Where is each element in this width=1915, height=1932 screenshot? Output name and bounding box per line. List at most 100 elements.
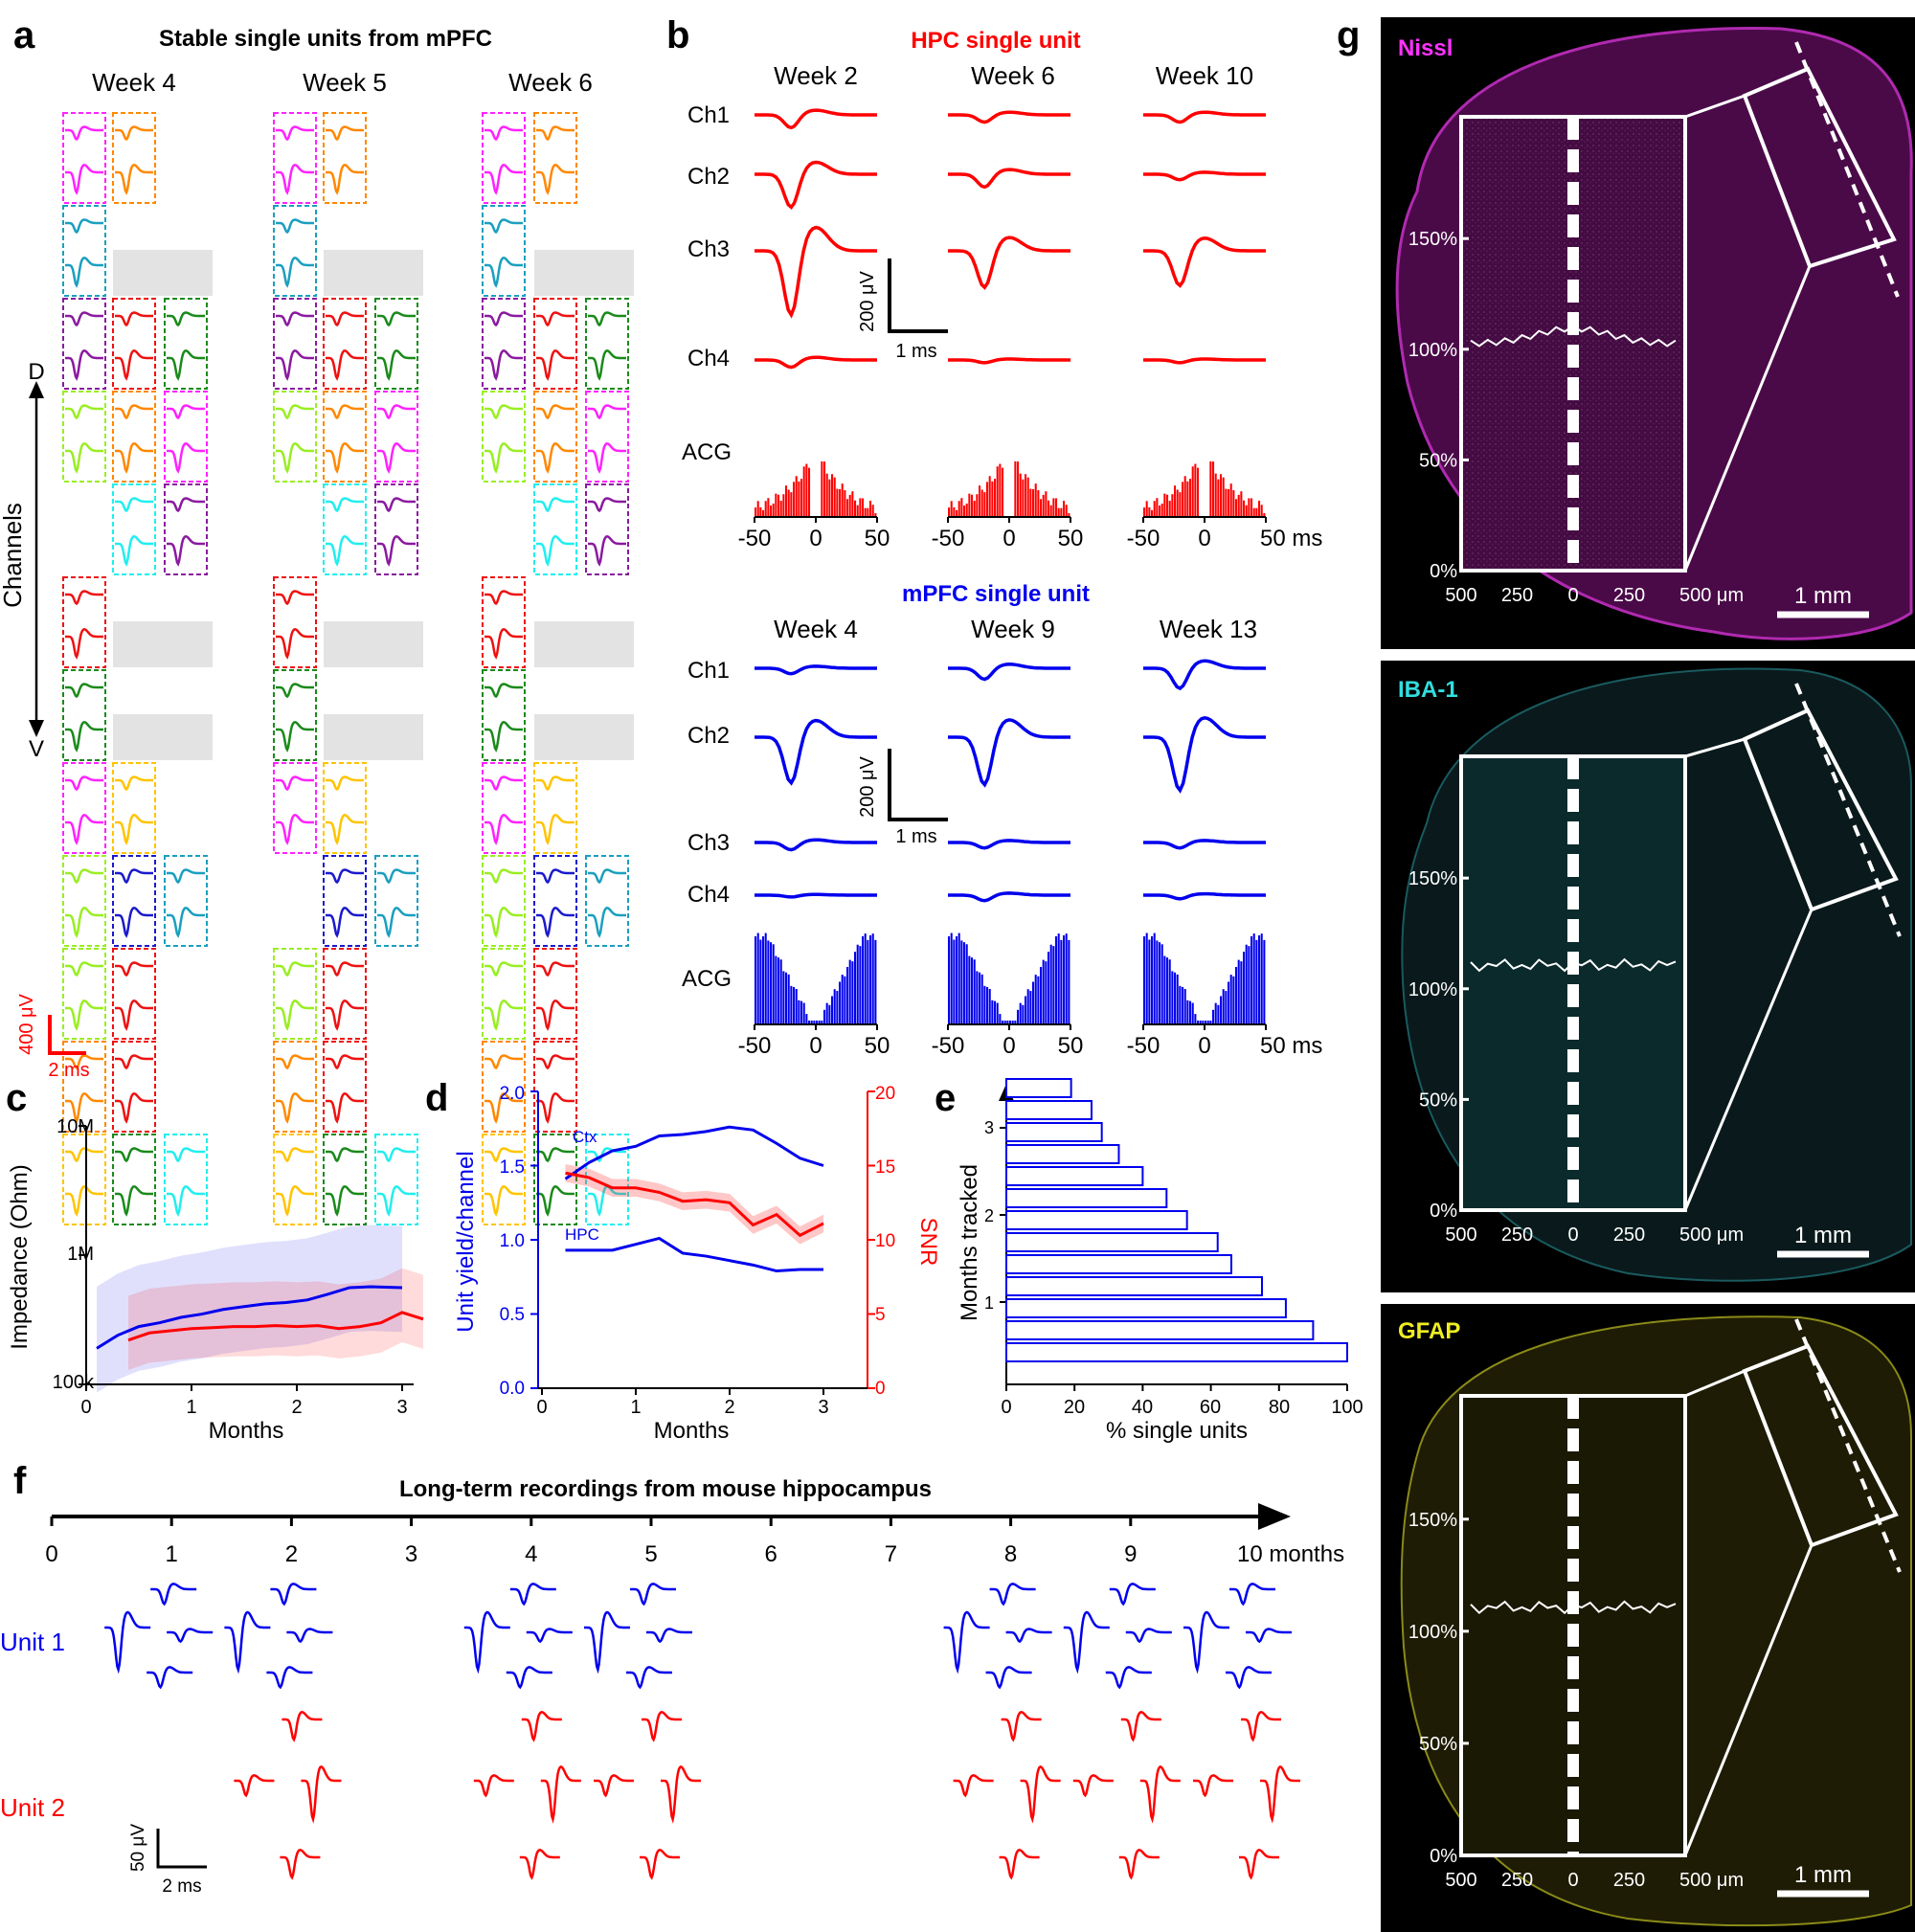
d-ytick-r-10: 10 bbox=[875, 1231, 895, 1251]
acg-bar bbox=[1049, 505, 1052, 517]
d-series-line bbox=[565, 1171, 824, 1238]
acg-bar bbox=[810, 1021, 813, 1024]
unit-waveform-top bbox=[484, 218, 523, 235]
acg-bar bbox=[960, 498, 963, 517]
mpfc-week-1: Week 4 bbox=[774, 615, 858, 643]
acg-bar bbox=[1052, 498, 1055, 517]
unit-waveform-top bbox=[276, 775, 314, 792]
acg-bar bbox=[864, 933, 867, 1024]
unit1-waveform bbox=[1183, 1610, 1229, 1674]
unit-box bbox=[533, 112, 577, 204]
unit2-waveform bbox=[280, 1849, 321, 1880]
acg-bar bbox=[821, 1021, 823, 1024]
acg-bar bbox=[839, 488, 842, 517]
acg-bar bbox=[1189, 479, 1192, 517]
unit1-waveform bbox=[526, 1628, 573, 1644]
hpc-title: HPC single unit bbox=[911, 28, 1080, 54]
unit-box bbox=[62, 298, 106, 390]
acg-bar bbox=[848, 494, 851, 517]
timeline-tick-label: 4 bbox=[525, 1541, 537, 1567]
unit-waveform-top bbox=[167, 1147, 205, 1163]
acg-bar bbox=[1220, 474, 1223, 517]
acg-bar bbox=[1176, 974, 1179, 1024]
unit-box bbox=[62, 205, 106, 297]
unit1-waveform bbox=[146, 1666, 193, 1690]
hpc-scale-y: 200 μV bbox=[857, 270, 878, 331]
unit2-waveform bbox=[640, 1849, 680, 1880]
acg-bar bbox=[1235, 967, 1238, 1024]
unit-waveform-top bbox=[326, 497, 364, 513]
acg-bar bbox=[821, 461, 823, 517]
acg-bar bbox=[787, 489, 790, 517]
acg-bar bbox=[854, 500, 857, 517]
inset-ytick-label: 100% bbox=[1408, 979, 1457, 1000]
d-label-ctx: Ctx bbox=[573, 1128, 597, 1146]
unit-waveform-bottom bbox=[167, 907, 205, 938]
acg-bar bbox=[1243, 952, 1246, 1024]
acg-bar bbox=[1263, 939, 1266, 1024]
ch-waveform bbox=[1143, 170, 1266, 182]
acg-bar bbox=[1151, 935, 1154, 1024]
inset-xtick-label: 500 μm bbox=[1679, 1224, 1744, 1246]
unit-waveform-top bbox=[115, 1054, 153, 1070]
acg-bar bbox=[772, 504, 775, 517]
unit1-waveform bbox=[584, 1610, 630, 1674]
unit-box bbox=[585, 855, 629, 947]
acg-bar bbox=[874, 939, 877, 1024]
acg-bar bbox=[1049, 944, 1052, 1024]
unit2-waveform bbox=[1020, 1765, 1061, 1824]
acg-bar bbox=[1255, 939, 1258, 1024]
unit-box bbox=[62, 669, 106, 761]
acg-bar bbox=[973, 959, 976, 1024]
acg-bar bbox=[823, 1009, 826, 1024]
unit-waveform-bottom bbox=[536, 164, 574, 195]
unit-waveform-bottom bbox=[588, 442, 626, 474]
empty-channel-shade bbox=[534, 250, 634, 296]
d-xlabel: Months bbox=[654, 1418, 730, 1444]
acg-bar bbox=[979, 485, 981, 517]
acg-bar bbox=[856, 944, 859, 1024]
acg-bar bbox=[836, 991, 839, 1024]
ch-waveform bbox=[948, 357, 1070, 365]
acg-bar bbox=[1243, 500, 1246, 517]
unit-waveform-top bbox=[276, 961, 314, 977]
unit-waveform-bottom bbox=[115, 535, 153, 567]
mpfc-ch3-label: Ch3 bbox=[687, 830, 730, 856]
unit-box bbox=[323, 1041, 367, 1133]
unit2-waveform bbox=[953, 1774, 994, 1798]
acg-tick-label: 50 bbox=[865, 526, 890, 551]
unit2-waveform bbox=[473, 1774, 514, 1798]
unit2-waveform bbox=[1001, 1711, 1042, 1742]
acg-bar bbox=[782, 971, 785, 1024]
e-xlabel: % single units bbox=[1106, 1418, 1248, 1444]
c-ytick-1m: 1M bbox=[67, 1244, 94, 1265]
hpc-ch3-label: Ch3 bbox=[687, 236, 730, 262]
unit-box bbox=[323, 762, 367, 854]
acg-bar bbox=[805, 463, 808, 517]
unit1-waveform bbox=[1226, 1666, 1272, 1690]
acg-bar bbox=[1048, 952, 1050, 1024]
acg-bar bbox=[871, 933, 874, 1024]
unit-waveform-top bbox=[536, 775, 574, 792]
acg-bar bbox=[1206, 1021, 1209, 1024]
unit-waveform-top bbox=[484, 311, 523, 327]
d-ytick-r-20: 20 bbox=[875, 1084, 895, 1104]
acg-bar bbox=[1260, 933, 1263, 1024]
unit-waveform-bottom bbox=[65, 628, 103, 660]
unit-waveform-top bbox=[167, 311, 205, 327]
c-series-line bbox=[127, 1311, 424, 1342]
empty-channel-shade bbox=[534, 621, 634, 667]
unit2-waveform bbox=[999, 1849, 1040, 1880]
unit-box bbox=[374, 1134, 418, 1225]
probe-line bbox=[1794, 1318, 1902, 1573]
acg-bar bbox=[1235, 499, 1238, 517]
empty-channel-shade bbox=[534, 714, 634, 760]
unit-waveform-top bbox=[484, 1054, 523, 1070]
acg-bar bbox=[793, 482, 796, 517]
acg-bar bbox=[833, 477, 836, 517]
acg-bar bbox=[1214, 1002, 1217, 1024]
mpfc-ch1-label: Ch1 bbox=[687, 658, 730, 684]
acg-bar bbox=[854, 952, 857, 1024]
empty-channel-shade bbox=[113, 714, 213, 760]
d-snr-band bbox=[565, 1163, 823, 1245]
